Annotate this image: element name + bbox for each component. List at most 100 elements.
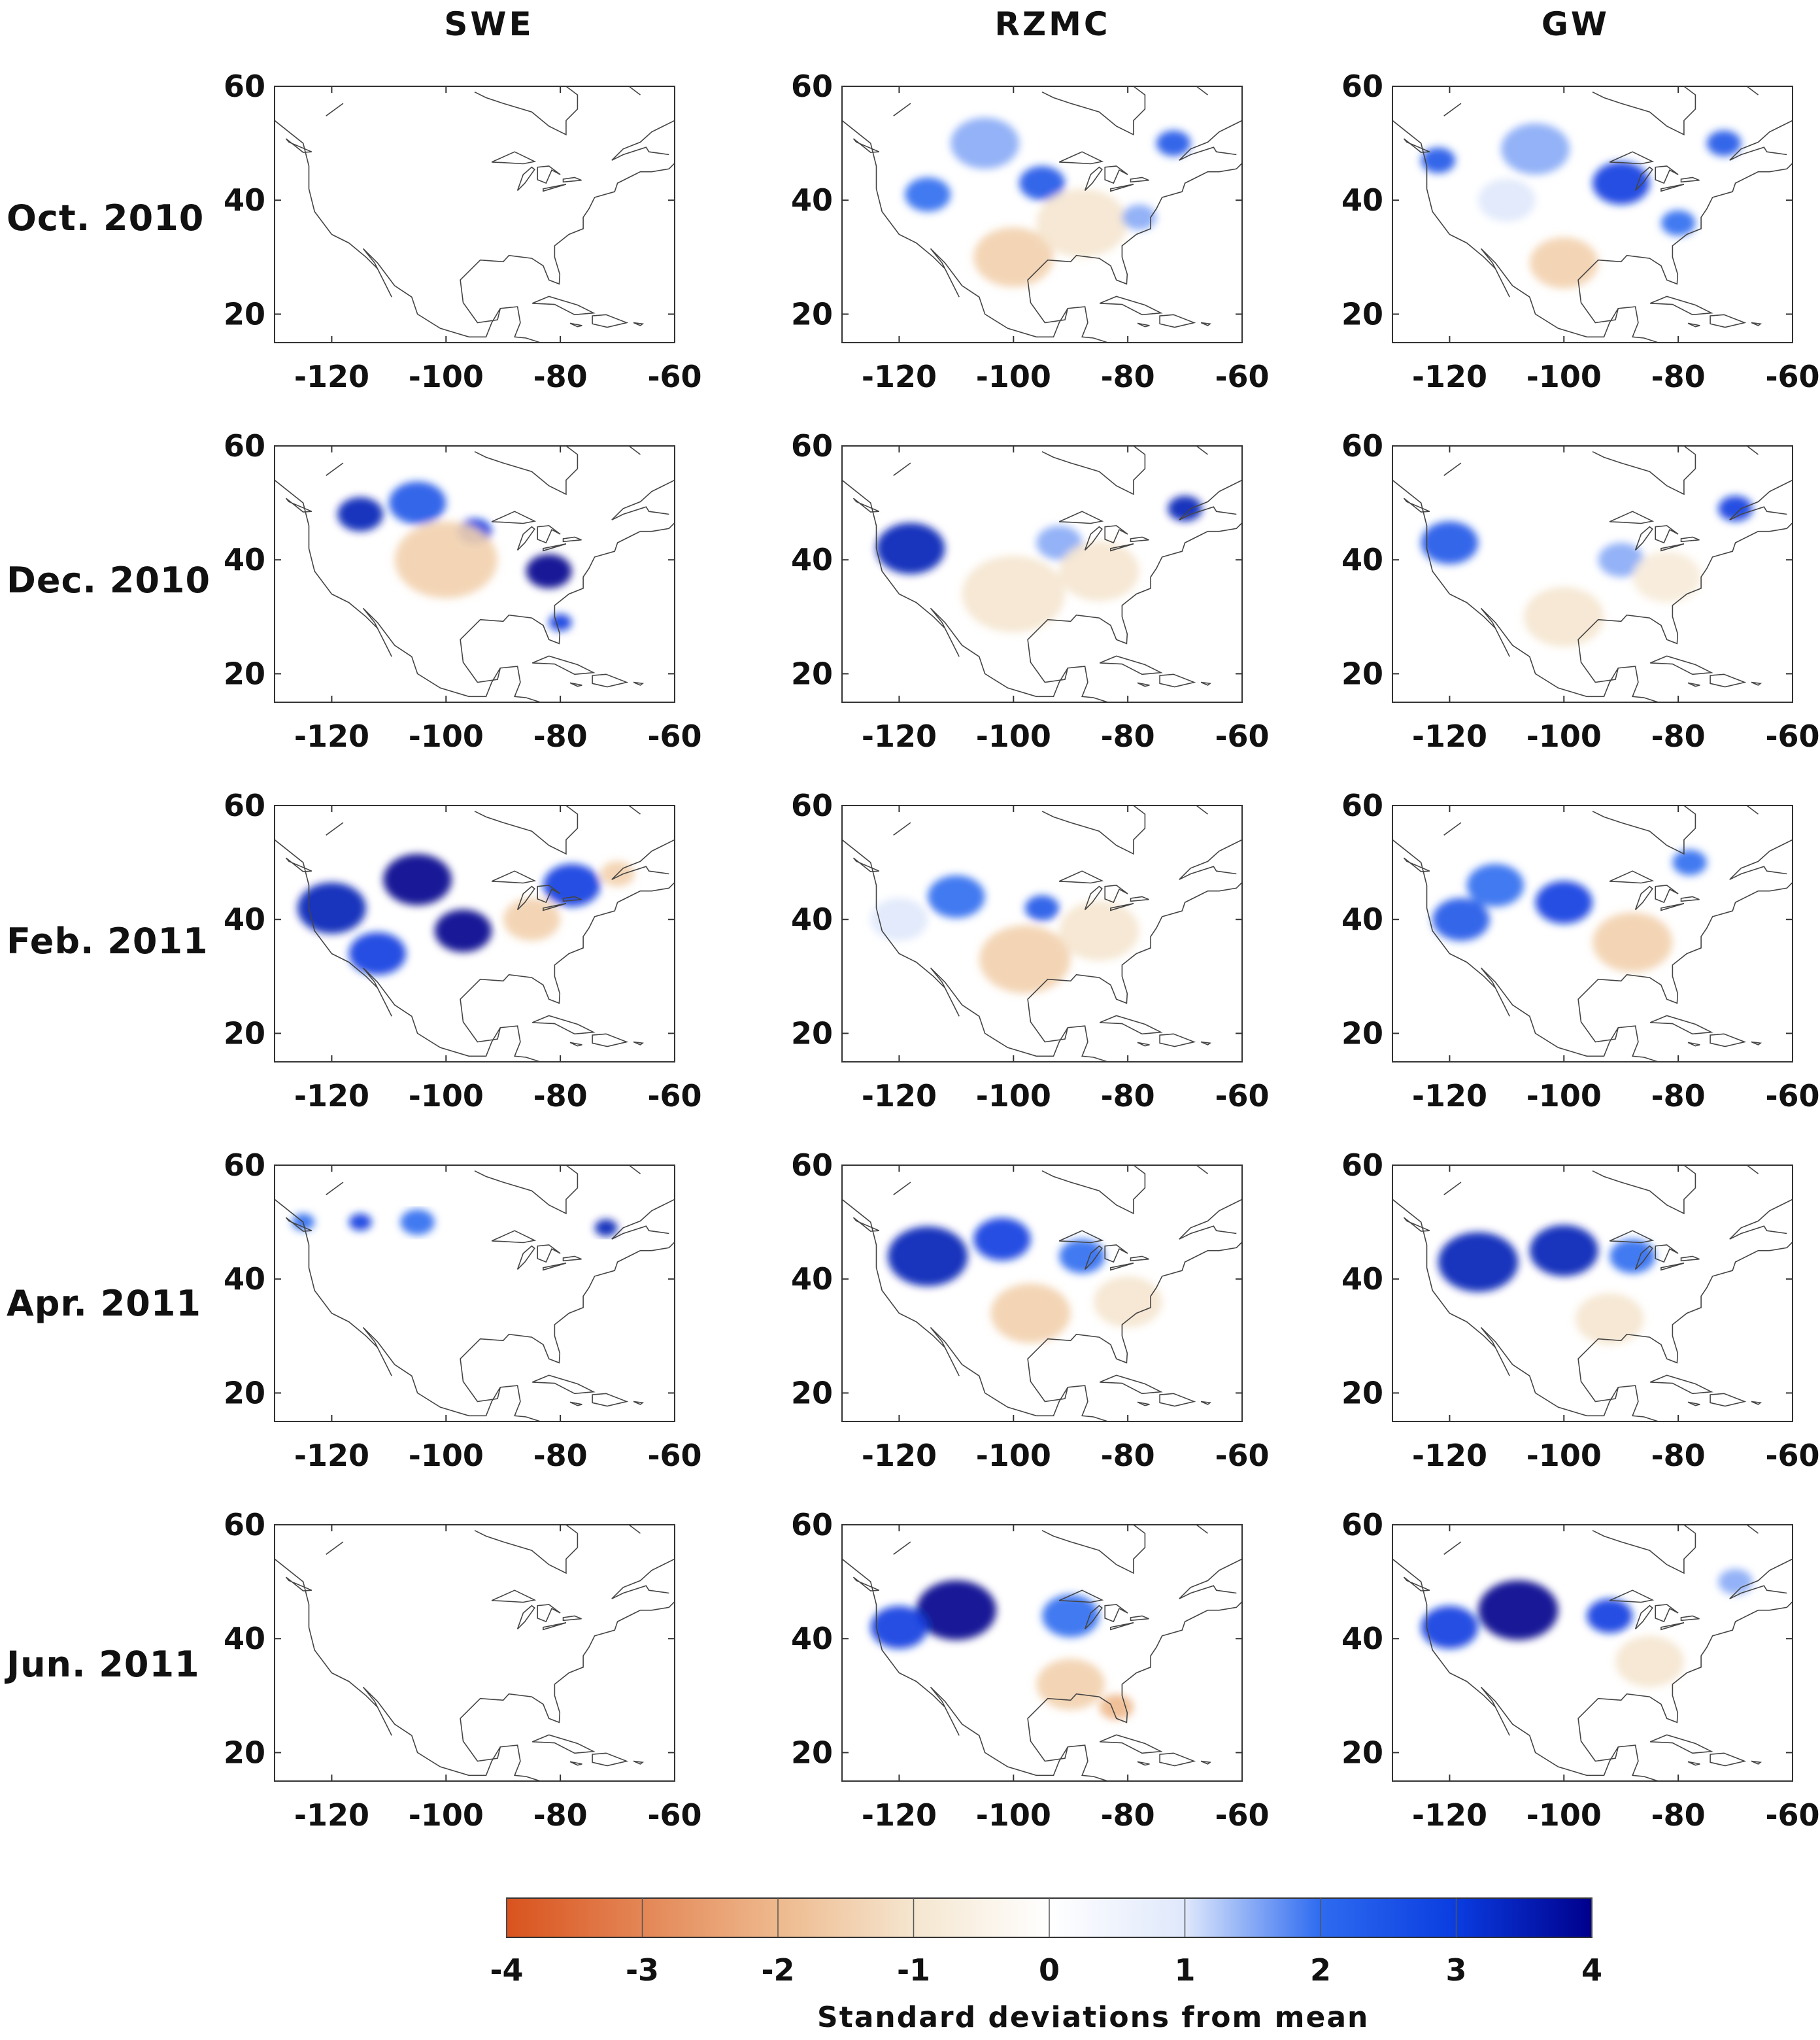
- island: [1710, 1393, 1747, 1407]
- great-lake: [516, 1605, 535, 1629]
- great-lake: [1084, 526, 1103, 551]
- x-tick-label: -80: [1651, 719, 1706, 754]
- coast-detail: [326, 1182, 344, 1195]
- island: [1159, 673, 1196, 688]
- coastline: [1392, 86, 1793, 343]
- coastline-path: [275, 479, 541, 702]
- coastline: [275, 446, 675, 702]
- coastline-path: [474, 86, 579, 136]
- anomaly-blob: [1036, 188, 1128, 258]
- anomaly-blob: [1156, 130, 1191, 156]
- x-tick-label: -60: [1215, 1438, 1269, 1473]
- island: [1687, 1401, 1700, 1406]
- coastline-path: [1027, 1601, 1242, 1762]
- coastline: [1392, 446, 1793, 702]
- x-tick-label: -100: [976, 1078, 1051, 1114]
- anomaly-blob: [1059, 541, 1139, 602]
- coastline-path: [460, 163, 675, 324]
- great-lake: [1110, 543, 1134, 552]
- anomaly-blob: [503, 898, 561, 941]
- y-tick-label: 40: [1341, 1621, 1383, 1656]
- x-tick-label: -80: [1101, 1438, 1155, 1473]
- coastline: [842, 1525, 1242, 1781]
- x-tick-label: -120: [294, 1797, 369, 1833]
- anomaly-layer: [1421, 1569, 1753, 1688]
- x-tick-label: -60: [647, 1797, 701, 1833]
- y-tick-label: 20: [1341, 1015, 1383, 1051]
- colorbar-tick-label: 2: [1310, 1952, 1331, 1988]
- coast-detail: [1443, 822, 1462, 836]
- coast-detail: [1196, 806, 1208, 815]
- anomaly-layer: [1432, 849, 1707, 972]
- coast-detail: [628, 806, 641, 815]
- anomaly-blob: [548, 613, 572, 632]
- island: [1649, 296, 1713, 316]
- axes-frame: [1392, 805, 1793, 1062]
- island: [1099, 296, 1163, 316]
- y-tick-label: 40: [791, 1621, 833, 1656]
- coastline-path: [1577, 882, 1793, 1043]
- anomaly-blob: [348, 932, 407, 976]
- anomaly-blob: [1466, 864, 1525, 907]
- colorbar-tick-label: 4: [1581, 1952, 1602, 1988]
- coastline-path: [1592, 446, 1696, 496]
- great-lake: [543, 1263, 567, 1271]
- x-tick-label: -120: [862, 719, 937, 754]
- x-tick-label: -60: [1765, 1797, 1819, 1833]
- coastline-path: [842, 839, 1109, 1062]
- y-tick-label: 60: [224, 69, 265, 104]
- coastline-path: [1592, 806, 1696, 855]
- map-panel-r4-c0: 20 40 60 -120 -100 -80 -60: [224, 1507, 702, 1833]
- great-lake: [1130, 1615, 1149, 1622]
- coastline-path: [1041, 1525, 1146, 1574]
- map-panel-r1-c2: 20 40 60 -120 -100 -80 -60: [1341, 428, 1820, 754]
- coastline-path: [474, 1525, 579, 1574]
- axes-frame: [274, 86, 675, 343]
- y-tick-label: 20: [224, 296, 265, 332]
- coastline-path: [611, 839, 675, 880]
- map-background: [275, 86, 675, 343]
- anomaly-blob: [1615, 1635, 1684, 1688]
- great-lake: [516, 885, 535, 910]
- island: [1649, 1015, 1713, 1035]
- anomaly-layer: [1421, 123, 1742, 289]
- island: [285, 857, 312, 872]
- colorbar: -4 -3 -2 -1 0 1 2 3 4: [490, 1897, 1602, 1988]
- x-tick-label: -120: [1412, 1797, 1487, 1833]
- great-lake: [1634, 1605, 1653, 1629]
- coast-detail: [1746, 806, 1759, 815]
- island: [1137, 322, 1150, 328]
- anomaly-blob: [1099, 1694, 1134, 1720]
- colorbar-tick-label: -4: [490, 1952, 523, 1988]
- y-tick-label: 60: [224, 428, 265, 464]
- great-lake: [1609, 870, 1655, 884]
- y-tick-label: 40: [791, 542, 833, 577]
- colorbar-tick-label: -3: [626, 1952, 659, 1988]
- island: [1751, 1401, 1762, 1405]
- y-tick-label: 40: [224, 182, 265, 218]
- island: [1099, 1734, 1163, 1754]
- anomaly-blob: [1036, 1658, 1105, 1710]
- axes-frame: [274, 1164, 675, 1422]
- island: [633, 1041, 645, 1046]
- island: [852, 498, 880, 513]
- anomaly-layer: [887, 1217, 1162, 1344]
- great-lake: [543, 543, 567, 552]
- island: [1200, 681, 1212, 686]
- anomaly-blob: [1575, 1293, 1644, 1345]
- great-lake: [1110, 184, 1134, 192]
- y-tick-label: 40: [224, 1261, 265, 1297]
- island: [285, 498, 312, 513]
- map-background: [842, 1525, 1242, 1781]
- axes-frame: [841, 445, 1243, 703]
- island: [1200, 1041, 1212, 1046]
- x-tick-label: -80: [1101, 1078, 1155, 1114]
- great-lake: [1104, 885, 1128, 904]
- great-lake: [1680, 896, 1700, 902]
- column-title-rzmc: RZMC: [994, 5, 1111, 43]
- y-tick-label: 40: [224, 1621, 265, 1656]
- anomaly-blob: [1632, 551, 1702, 603]
- axes-frame: [1392, 1164, 1793, 1422]
- coastline-path: [1392, 479, 1659, 702]
